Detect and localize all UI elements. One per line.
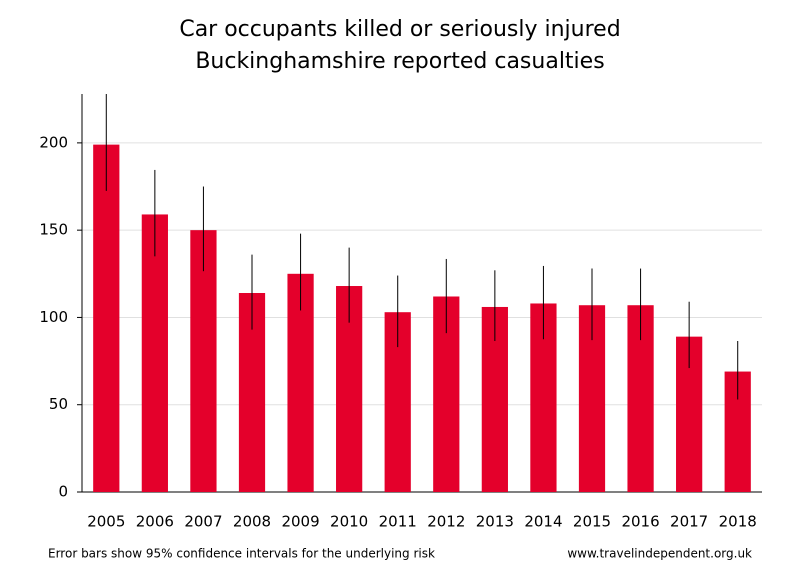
- y-tick-label: 50: [49, 395, 68, 413]
- y-tick-label: 150: [39, 221, 68, 239]
- x-tick-label: 2011: [379, 513, 417, 531]
- bar: [190, 230, 217, 492]
- x-tick-label: 2008: [233, 513, 271, 531]
- y-tick-label: 100: [39, 308, 68, 326]
- x-tick-label: 2006: [136, 513, 174, 531]
- x-tick-label: 2005: [87, 513, 125, 531]
- chart-subtitle: Buckinghamshire reported casualties: [195, 49, 604, 74]
- bar: [141, 214, 168, 492]
- x-tick-label: 2015: [573, 513, 611, 531]
- x-tick-label: 2013: [476, 513, 514, 531]
- footnote: Error bars show 95% confidence intervals…: [48, 547, 435, 561]
- x-tick-label: 2010: [330, 513, 368, 531]
- y-tick-label: 200: [39, 133, 68, 151]
- source: www.travelindependent.org.uk: [567, 547, 752, 561]
- x-tick-label: 2017: [670, 513, 708, 531]
- chart-title: Car occupants killed or seriously injure…: [179, 17, 620, 42]
- x-tick-label: 2012: [427, 513, 465, 531]
- y-tick-label: 0: [58, 483, 68, 501]
- x-tick-label: 2007: [184, 513, 222, 531]
- x-tick-label: 2009: [281, 513, 319, 531]
- x-tick-label: 2014: [524, 513, 562, 531]
- bar: [93, 144, 120, 492]
- x-tick-label: 2016: [621, 513, 659, 531]
- x-tick-label: 2018: [719, 513, 757, 531]
